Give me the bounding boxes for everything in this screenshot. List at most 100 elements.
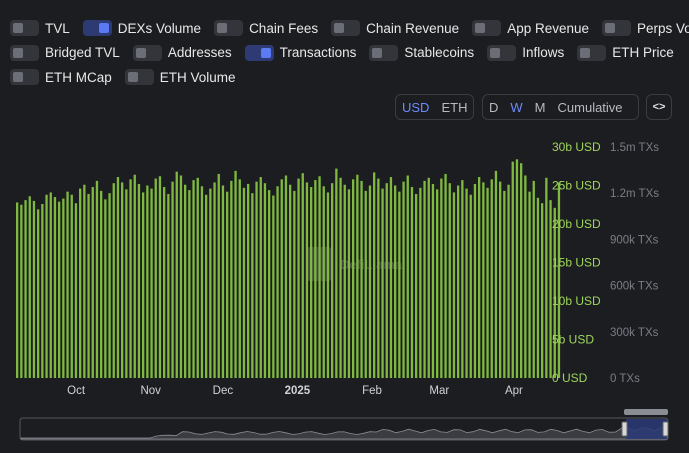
- bar: [284, 175, 288, 378]
- metric-toggles: TVL DEXs Volume Chain Fees Chain Revenue App…: [10, 16, 689, 90]
- bar: [125, 189, 128, 378]
- y-axis-right: 1.5m TXs 1.2m TXs 900k TXs 600k TXs 300k TXs…: [610, 142, 659, 385]
- toggle-knob: [372, 47, 383, 58]
- bar: [104, 199, 107, 378]
- toggle-label: Chain Fees: [249, 20, 319, 36]
- bar: [196, 177, 199, 378]
- bar: [343, 184, 346, 378]
- toggle-switch[interactable]: [124, 69, 154, 86]
- bar: [188, 190, 191, 378]
- toggle-switch[interactable]: [369, 44, 399, 61]
- toggle-label: TVL: [45, 20, 70, 36]
- toggle-switch[interactable]: [214, 20, 244, 37]
- eth-button[interactable]: ETH: [441, 99, 468, 115]
- toggle-label: DEXs Volume: [117, 20, 202, 36]
- bar: [301, 173, 304, 378]
- cumulative-button[interactable]: Cumulative: [557, 99, 623, 115]
- toggle-switch[interactable]: [331, 20, 361, 37]
- toggle-transactions[interactable]: Transactions: [244, 44, 356, 61]
- toggle-stablecoins[interactable]: Stablecoins: [369, 44, 474, 61]
- bar: [238, 179, 241, 378]
- toggle-tvl[interactable]: TVL: [10, 20, 70, 37]
- toggle-switch[interactable]: [10, 20, 39, 37]
- bar: [112, 183, 115, 378]
- bar: [410, 187, 414, 378]
- toggle-bridged-tvl[interactable]: Bridged TVL: [10, 44, 120, 61]
- navigator-right-handle[interactable]: [662, 421, 669, 437]
- range-navigator[interactable]: [19, 409, 669, 441]
- bar: [83, 184, 86, 378]
- toggle-addresses[interactable]: Addresses: [132, 44, 232, 61]
- bar: [221, 185, 225, 378]
- toggle-switch[interactable]: [244, 44, 274, 61]
- bar: [419, 187, 422, 378]
- toggle-switch[interactable]: [577, 44, 607, 61]
- toggle-eth-mcap[interactable]: ETH MCap: [10, 69, 112, 86]
- usd-button[interactable]: USD: [402, 99, 430, 115]
- toggle-perps-volume[interactable]: Perps Volume: [602, 20, 689, 37]
- x-tick-label: Oct: [67, 385, 86, 397]
- bar: [66, 191, 69, 378]
- y-left-tick-label: 0 USD: [552, 371, 588, 385]
- bar: [549, 200, 552, 378]
- bar: [272, 195, 275, 378]
- toggle-switch[interactable]: [487, 44, 517, 61]
- bar: [297, 178, 300, 378]
- embed-button[interactable]: <>: [646, 94, 672, 120]
- bar: [444, 173, 447, 378]
- bar: [53, 197, 57, 378]
- toggle-knob: [13, 72, 23, 83]
- bar: [322, 186, 325, 378]
- bar: [528, 191, 531, 378]
- toggle-knob: [127, 72, 138, 83]
- bar: [427, 177, 430, 378]
- bar: [478, 177, 481, 378]
- toggle-switch[interactable]: [10, 44, 39, 61]
- toggle-switch[interactable]: [82, 20, 112, 37]
- x-axis: Oct Nov Dec 2025 Feb Mar Apr: [67, 385, 523, 397]
- bar: [457, 185, 460, 378]
- navigator-drag-handle[interactable]: [624, 409, 668, 415]
- bar: [24, 200, 27, 378]
- bar: [209, 188, 212, 378]
- toggle-switch[interactable]: [10, 69, 39, 86]
- toggle-switch[interactable]: [472, 20, 502, 37]
- navigator-selection[interactable]: [626, 419, 667, 439]
- bar: [251, 193, 254, 378]
- daily-button[interactable]: D: [489, 99, 499, 115]
- toggle-switch[interactable]: [602, 20, 631, 37]
- toggle-eth-volume[interactable]: ETH Volume: [124, 69, 236, 86]
- bar: [335, 168, 338, 378]
- toggle-dexs-volume[interactable]: DEXs Volume: [82, 20, 202, 37]
- bar: [326, 192, 330, 378]
- weekly-button[interactable]: W: [510, 99, 523, 115]
- toggle-row: TVL DEXs Volume Chain Fees Chain Revenue App…: [10, 16, 689, 41]
- toggle-inflows[interactable]: Inflows: [487, 44, 564, 61]
- toggle-label: ETH Price: [612, 45, 674, 61]
- toggle-switch[interactable]: [132, 44, 162, 61]
- toggle-app-revenue[interactable]: App Revenue: [472, 20, 589, 37]
- bar: [398, 191, 401, 378]
- toggle-chain-fees[interactable]: Chain Fees: [214, 20, 319, 37]
- bar: [557, 182, 561, 378]
- toggle-label: Perps Volume: [637, 20, 689, 36]
- toggle-eth-price[interactable]: ETH Price: [577, 44, 674, 61]
- bar: [356, 174, 359, 378]
- navigator-left-handle[interactable]: [621, 421, 628, 437]
- bar: [536, 197, 540, 378]
- toggle-label: ETH MCap: [45, 69, 112, 85]
- bar: [154, 178, 157, 378]
- bar: [200, 186, 204, 378]
- toggle-chain-revenue[interactable]: Chain Revenue: [331, 20, 460, 37]
- toggle-knob: [217, 23, 228, 34]
- bar: [431, 183, 435, 378]
- monthly-button[interactable]: M: [534, 99, 546, 115]
- bar: [494, 170, 498, 378]
- x-tick-label: Nov: [140, 385, 161, 397]
- bar: [263, 183, 267, 378]
- bar: [314, 180, 317, 378]
- bar: [95, 180, 99, 378]
- toggle-label: Chain Revenue: [366, 20, 460, 36]
- bar: [247, 183, 250, 378]
- bar: [137, 183, 141, 378]
